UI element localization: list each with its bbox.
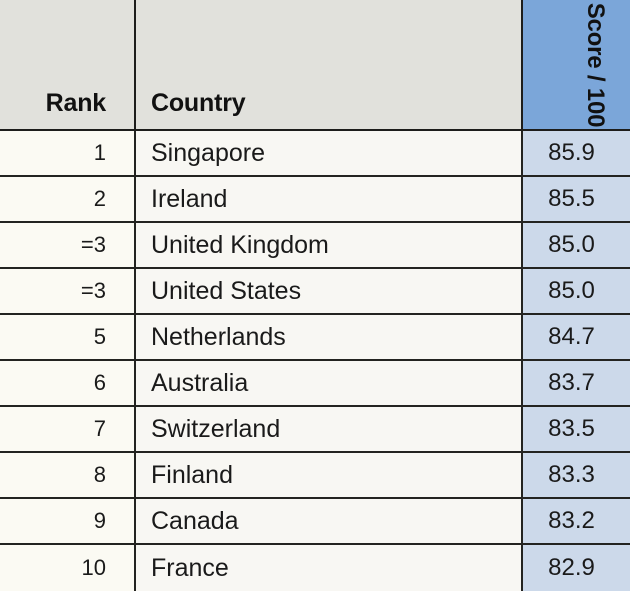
cell-score: 82.9 <box>521 545 630 591</box>
cell-score: 85.0 <box>521 269 630 315</box>
table-header-row: Rank Country Score / 100 <box>0 0 630 131</box>
cell-score: 83.7 <box>521 361 630 407</box>
table-row[interactable]: 2 Ireland 85.5 <box>0 177 630 223</box>
cell-rank: 1 <box>0 131 134 177</box>
table-body: 1 Singapore 85.9 2 Ireland 85.5 =3 United Kingd… <box>0 131 630 591</box>
cell-rank: 9 <box>0 499 134 545</box>
cell-score: 83.3 <box>521 453 630 499</box>
cell-country: United States <box>134 269 521 315</box>
cell-score: 85.9 <box>521 131 630 177</box>
column-header-rank[interactable]: Rank <box>0 0 134 131</box>
cell-country: Australia <box>134 361 521 407</box>
table-row[interactable]: 6 Australia 83.7 <box>0 361 630 407</box>
cell-rank: 2 <box>0 177 134 223</box>
table-row[interactable]: =3 United States 85.0 <box>0 269 630 315</box>
table-row[interactable]: 5 Netherlands 84.7 <box>0 315 630 361</box>
table-row[interactable]: 10 France 82.9 <box>0 545 630 591</box>
column-header-score-label: Score / 100 <box>581 2 609 127</box>
cell-rank: 5 <box>0 315 134 361</box>
cell-score: 84.7 <box>521 315 630 361</box>
cell-rank: =3 <box>0 269 134 315</box>
table-row[interactable]: 7 Switzerland 83.5 <box>0 407 630 453</box>
cell-country: Netherlands <box>134 315 521 361</box>
cell-country: Finland <box>134 453 521 499</box>
cell-score: 85.0 <box>521 223 630 269</box>
column-header-country[interactable]: Country <box>134 0 521 131</box>
column-header-score-rotated-wrap: Score / 100 <box>523 0 630 129</box>
cell-score: 85.5 <box>521 177 630 223</box>
cell-country: Singapore <box>134 131 521 177</box>
column-header-rank-label: Rank <box>45 89 107 117</box>
cell-rank: =3 <box>0 223 134 269</box>
cell-country: France <box>134 545 521 591</box>
cell-rank: 6 <box>0 361 134 407</box>
column-header-country-label: Country <box>151 89 246 117</box>
table-row[interactable]: 1 Singapore 85.9 <box>0 131 630 177</box>
cell-country: Canada <box>134 499 521 545</box>
cell-rank: 8 <box>0 453 134 499</box>
cell-score: 83.5 <box>521 407 630 453</box>
table-row[interactable]: 8 Finland 83.3 <box>0 453 630 499</box>
table-row[interactable]: =3 United Kingdom 85.0 <box>0 223 630 269</box>
cell-score: 83.2 <box>521 499 630 545</box>
cell-country: United Kingdom <box>134 223 521 269</box>
cell-rank: 7 <box>0 407 134 453</box>
cell-rank: 10 <box>0 545 134 591</box>
cell-country: Ireland <box>134 177 521 223</box>
column-header-score[interactable]: Score / 100 <box>521 0 630 131</box>
table-row[interactable]: 9 Canada 83.2 <box>0 499 630 545</box>
cell-country: Switzerland <box>134 407 521 453</box>
